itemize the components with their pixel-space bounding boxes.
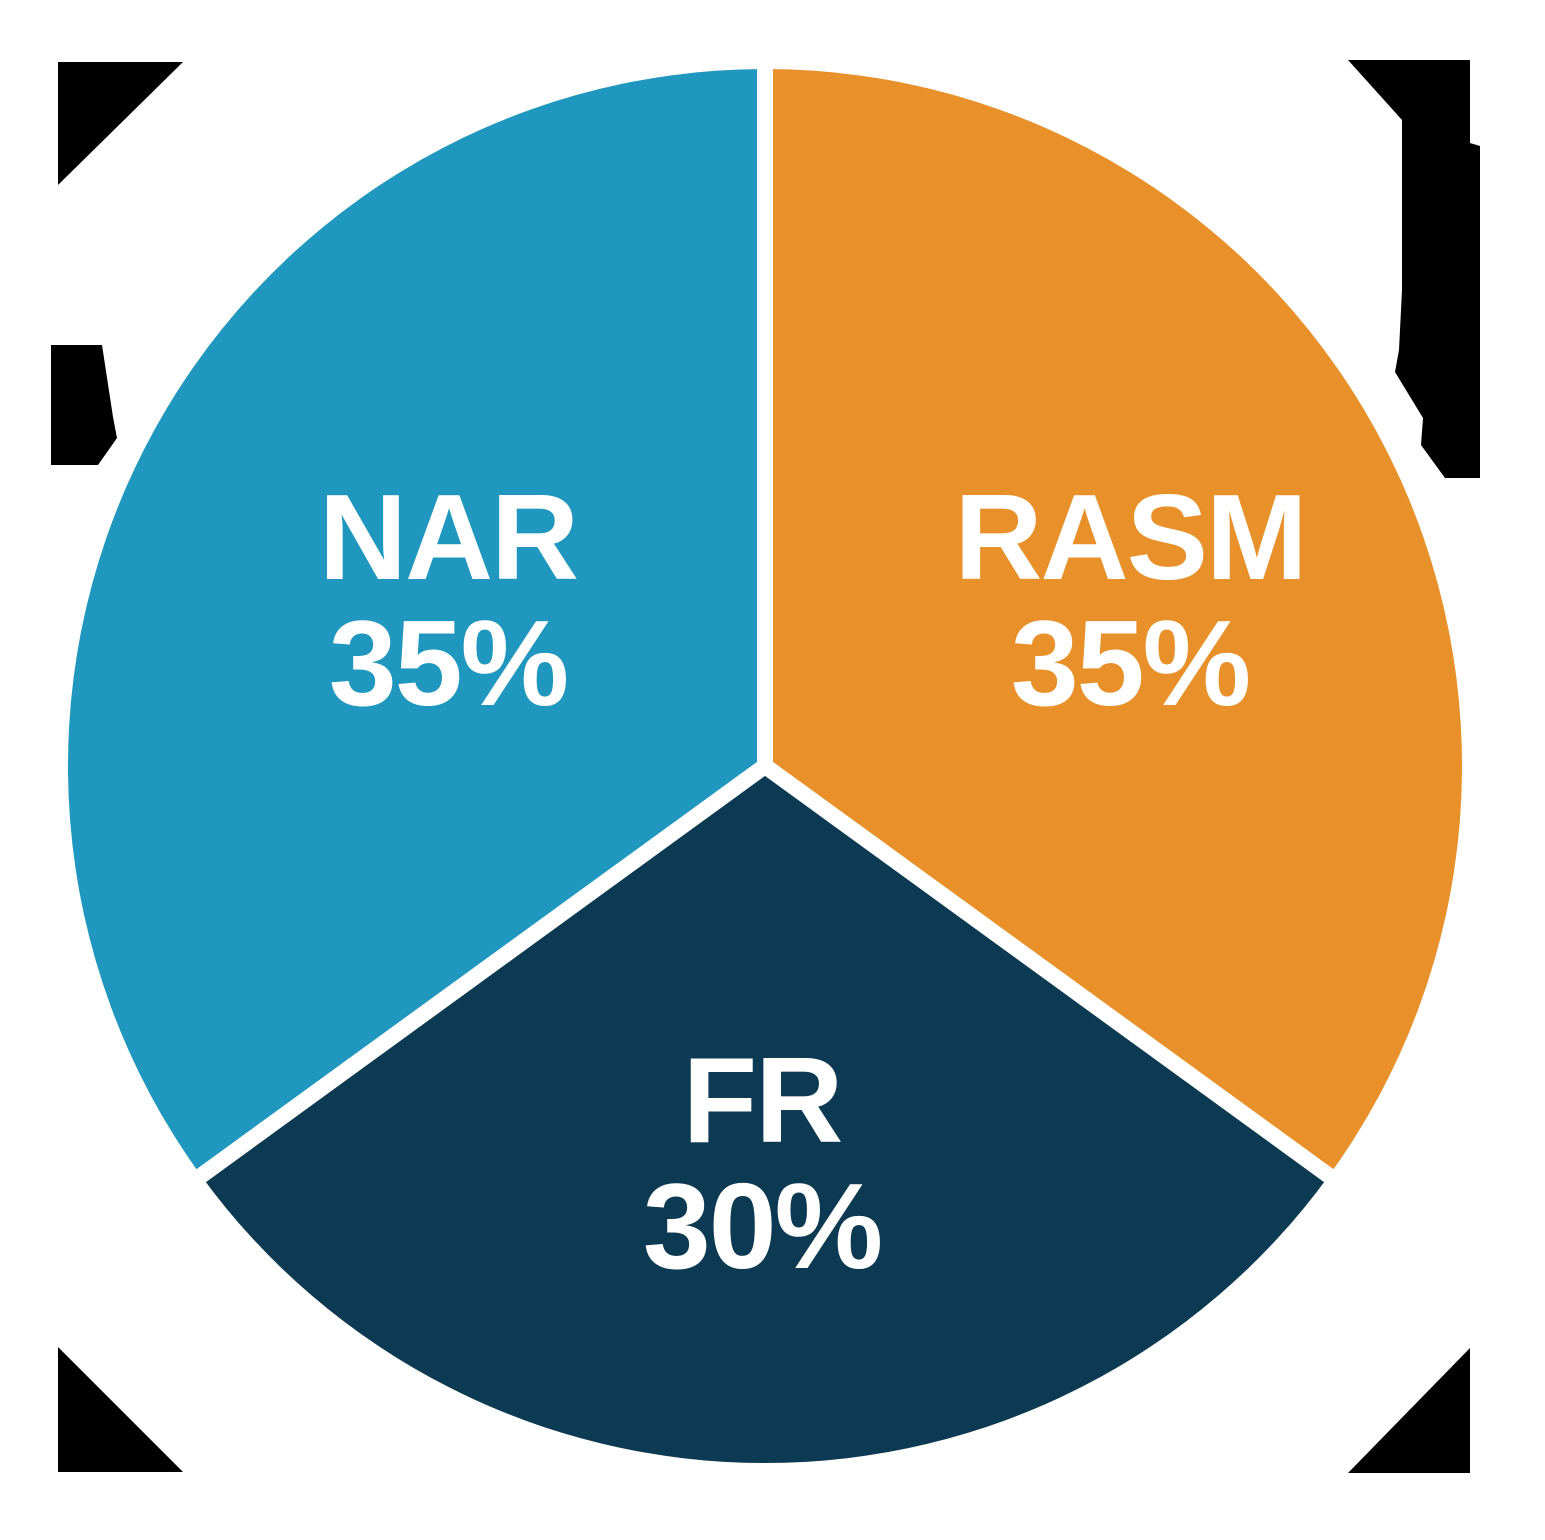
corner-mark-top-left bbox=[58, 62, 183, 185]
slice-divider bbox=[183, 759, 770, 1192]
pie-slices bbox=[67, 69, 1463, 1464]
pie-slice-fr bbox=[201, 766, 1329, 1464]
corner-mark-bottom-left bbox=[58, 1347, 183, 1472]
corner-mark-top-right bbox=[1348, 60, 1480, 478]
slice-divider bbox=[760, 759, 1347, 1192]
pie-slice-nar bbox=[67, 69, 765, 1176]
corner-mark-left-edge bbox=[51, 345, 117, 465]
pie-slice-rasm bbox=[765, 69, 1463, 1176]
corner-marks bbox=[51, 60, 1480, 1473]
slice-dividers bbox=[183, 53, 1347, 1192]
corner-mark-bottom-right bbox=[1348, 1348, 1470, 1473]
